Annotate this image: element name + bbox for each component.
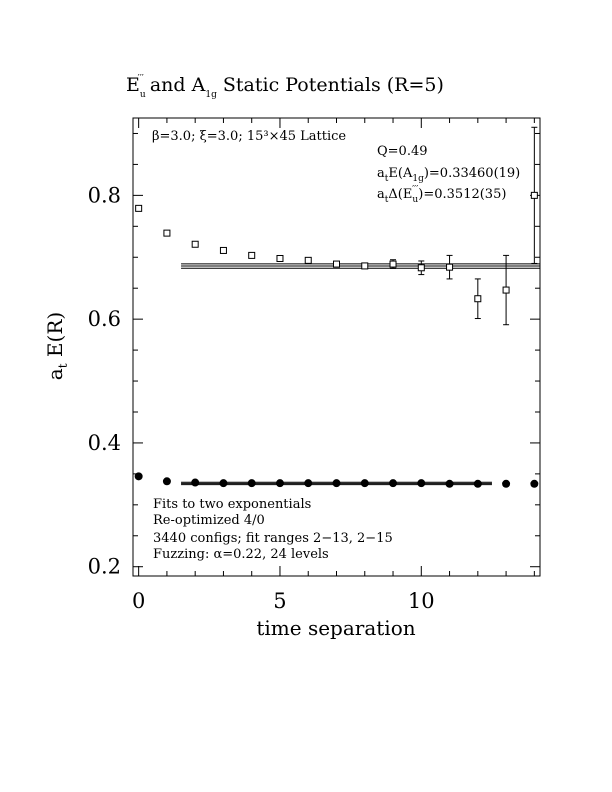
x-tick-label: 10 <box>408 589 435 613</box>
y-tick-label: 0.4 <box>88 431 121 455</box>
data-point <box>530 191 538 199</box>
data-point <box>134 472 143 481</box>
data-point <box>530 479 539 488</box>
data-point <box>248 251 256 259</box>
data-point <box>474 295 482 303</box>
data-point <box>389 260 397 268</box>
data-point <box>275 479 284 488</box>
note-line: Fits to two exponentials <box>153 497 311 512</box>
y-axis-label: at E(R) <box>43 312 70 380</box>
data-point <box>219 479 228 488</box>
data-point <box>304 256 312 264</box>
data-point <box>389 479 398 488</box>
data-point <box>276 254 284 262</box>
y-tick-label: 0.2 <box>88 555 121 579</box>
fit-bands <box>181 263 540 486</box>
data-point <box>361 262 369 270</box>
data-point <box>473 479 482 488</box>
x-axis-label: time separation <box>256 616 415 640</box>
data-point <box>191 478 200 487</box>
data-point <box>163 229 171 237</box>
data-point <box>333 260 340 268</box>
axis-ticks: 0 5 10 0.2 0.4 0.6 0.8 <box>88 118 540 613</box>
data-point <box>332 479 341 488</box>
y-tick-label: 0.8 <box>88 183 121 207</box>
data-point <box>219 246 227 254</box>
fit-eu-annotation: atΔ(Eu′′′)=0.3512(35) <box>377 185 506 205</box>
fit-a1g-annotation: atE(A1g)=0.33460(19) <box>377 166 520 184</box>
data-point <box>502 286 510 294</box>
data-point <box>191 240 199 248</box>
data-point <box>135 204 143 212</box>
y-tick-label: 0.6 <box>88 307 121 331</box>
data-point <box>304 479 313 488</box>
data-point <box>445 479 454 488</box>
chart-title: Eu′′′ and A1g Static Potentials (R=5) <box>126 74 444 100</box>
data-point <box>502 479 511 488</box>
data-point <box>247 479 256 488</box>
note-line: 3440 configs; fit ranges 2−13, 2−15 <box>153 531 393 546</box>
data-point <box>417 264 425 272</box>
data-point <box>162 477 171 486</box>
x-tick-label: 0 <box>132 589 145 613</box>
lattice-annotation: β=3.0; ξ=3.0; 15³×45 Lattice <box>152 129 346 144</box>
data-point <box>360 479 369 488</box>
data-point <box>446 263 454 271</box>
note-line: Re-optimized 4/0 <box>153 513 265 528</box>
note-line: Fuzzing: α=0.22, 24 levels <box>153 547 329 562</box>
data-points <box>134 126 539 488</box>
q-annotation: Q=0.49 <box>377 144 428 159</box>
data-point <box>417 479 426 488</box>
x-tick-label: 5 <box>273 589 286 613</box>
